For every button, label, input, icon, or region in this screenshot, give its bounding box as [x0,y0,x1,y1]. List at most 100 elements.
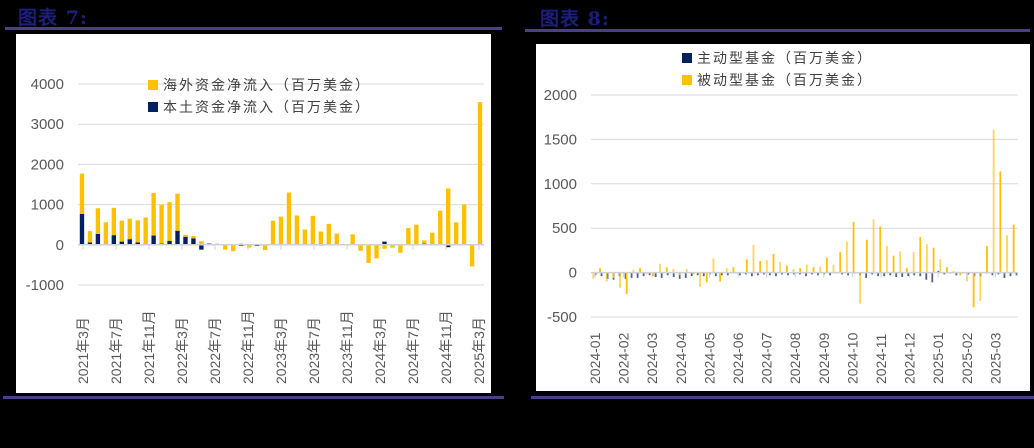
bar-passive [612,272,615,278]
bar-passive [672,269,675,273]
bar-passive [832,264,835,273]
bar-passive [852,221,855,273]
figure-8-chart: -500 0 500 1000 1500 2000 主动型基金（百万美金） 被动型基金（百万美… [544,50,1018,384]
bar-passive [879,226,882,273]
bar-segment [87,231,93,243]
bar-active [684,272,687,278]
bar-segment [175,193,180,231]
y-tick-label: 0 [56,237,64,254]
x-tick-label: 2022年7月 [207,317,223,384]
bar-segment [445,188,451,245]
figure-7-top-rule [5,27,502,30]
legend-label: 本土资金净流入（百万美金） [163,100,371,116]
bar-passive [665,267,668,273]
y-tick-label: -1000 [26,277,64,294]
bar-active [714,272,717,277]
bar-active [847,272,849,276]
bar-active [901,272,904,278]
bar-active [636,272,639,278]
bar-passive [805,264,808,273]
figure-7-title: 图表 7: [18,7,88,29]
x-tick-label: 2024-09 [816,332,832,384]
bar-segment [358,244,363,251]
bar-segment [119,220,124,242]
bar-active [793,272,795,275]
bar-segment [159,204,164,244]
bar-segment [191,235,196,239]
bar-passive [812,267,815,273]
bar-passive [659,263,661,273]
bar-active [1003,272,1006,278]
x-tick-label: 2025年3月 [471,317,487,384]
bar-passive [906,268,908,273]
x-tick-label: 2024-08 [787,332,803,384]
bar-segment [183,236,188,245]
bar-segment [382,244,387,249]
legend-label: 主动型基金（百万美金） [697,50,873,67]
bar-passive [939,259,942,273]
x-tick-label: 2024年11月 [438,310,454,384]
bar-active [943,272,946,275]
bar-active [877,272,880,277]
bar-segment [318,231,323,245]
bar-segment [95,233,101,245]
bar-segment [398,244,403,253]
bar-active [829,272,831,276]
bar-passive [632,269,635,273]
bar-segment [103,222,109,245]
bar-active [763,272,765,275]
bar-passive [712,258,715,273]
bar-passive [705,272,708,283]
y-tick-label: 500 [552,220,577,237]
bar-active [750,272,753,277]
y-tick-label: 1000 [544,176,577,193]
bar-active [720,272,723,276]
bar-passive [819,266,822,273]
bar-active [865,272,868,278]
y-tick-label: 1500 [544,131,577,148]
bar-passive [765,260,768,273]
bar-passive [1006,235,1008,273]
bar-active [600,272,603,277]
bar-active [889,272,892,276]
x-tick-label: 2024-12 [902,332,918,384]
bar-active [690,272,693,277]
bar-segment [310,215,316,245]
bar-segment [223,244,228,250]
bar-active [726,272,729,276]
bar-passive [946,267,948,273]
bar-passive [825,257,828,273]
bar-segment [95,208,101,234]
bar-active [696,272,699,276]
bar-active [630,272,633,278]
bar-active [678,272,681,279]
bar-active [666,272,669,276]
bar-passive [859,272,862,304]
bar-segment [231,244,236,252]
figure-8-chart-panel: -500 0 500 1000 1500 2000 主动型基金（百万美金） 被动型基金（百万美… [536,44,1030,391]
bar-passive [719,272,722,282]
x-tick-label: 2023年3月 [273,317,289,384]
bar-segment [111,207,117,236]
bar-passive [599,268,601,273]
bar-passive [899,251,902,273]
bar-active [931,272,934,283]
bar-active [594,272,597,276]
x-tick-label: 2024-07 [759,332,775,384]
bar-active [654,272,657,278]
bar-active [738,272,741,276]
bar-passive [845,241,848,273]
bar-segment [477,102,483,245]
bar-segment [469,244,475,267]
legend-swatch [148,80,158,90]
x-tick-label: 2024年3月 [372,317,388,384]
x-tick-label: 2022年3月 [174,317,190,384]
bar-passive [999,171,1002,273]
bar-passive [759,261,762,273]
bar-passive [872,219,875,273]
bar-segment [87,242,93,245]
bar-passive [745,259,748,273]
bar-segment [286,192,292,245]
bar-passive [779,261,782,273]
bar-segment [302,229,308,245]
